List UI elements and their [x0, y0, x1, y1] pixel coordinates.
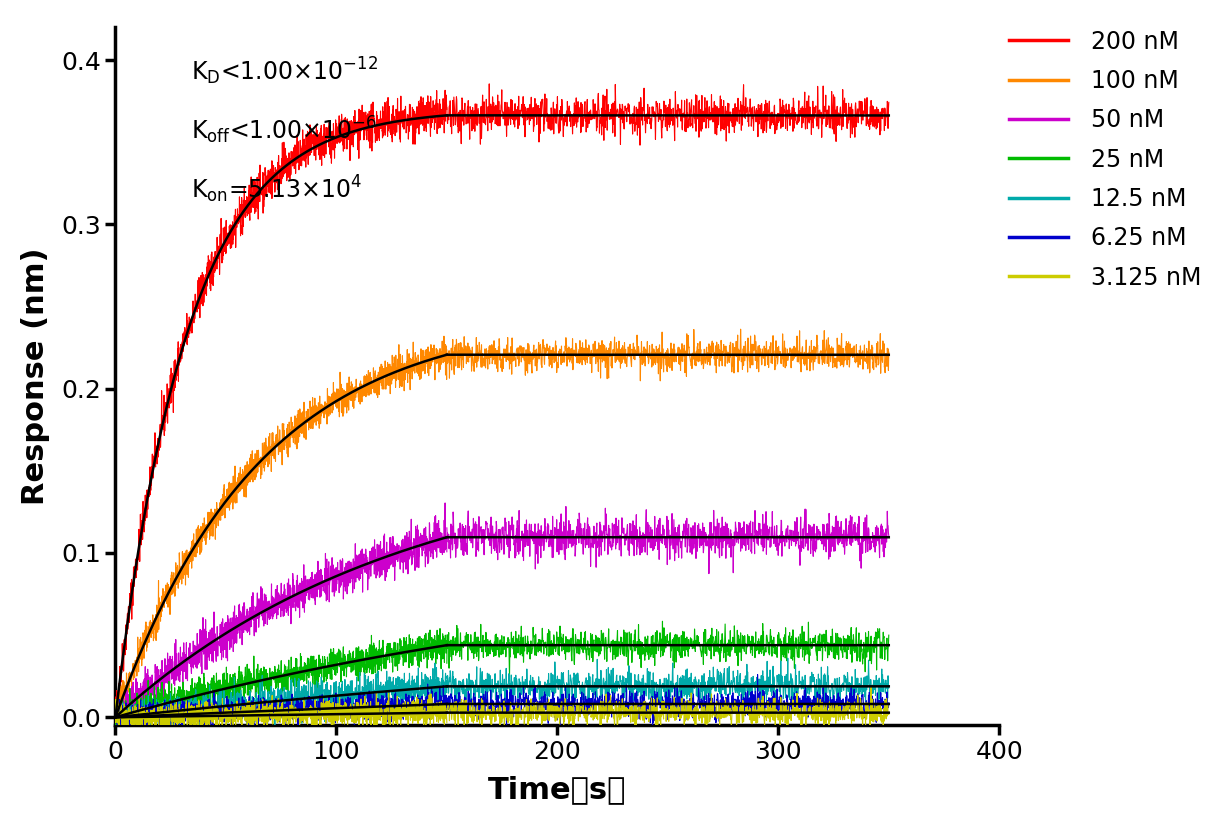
Text: $\mathregular{K_D}$<1.00×10$^{-12}$: $\mathregular{K_D}$<1.00×10$^{-12}$ — [191, 55, 377, 87]
Y-axis label: Response (nm): Response (nm) — [21, 248, 49, 505]
Legend: 200 nM, 100 nM, 50 nM, 25 nM, 12.5 nM, 6.25 nM, 3.125 nM: 200 nM, 100 nM, 50 nM, 25 nM, 12.5 nM, 6… — [999, 20, 1211, 299]
Text: $\mathregular{K_{on}}$=5.13×10$^4$: $\mathregular{K_{on}}$=5.13×10$^4$ — [191, 174, 362, 205]
X-axis label: Time（s）: Time（s） — [488, 776, 627, 804]
Text: $\mathregular{K_{off}}$<1.00×10$^{-6}$: $\mathregular{K_{off}}$<1.00×10$^{-6}$ — [191, 115, 377, 146]
